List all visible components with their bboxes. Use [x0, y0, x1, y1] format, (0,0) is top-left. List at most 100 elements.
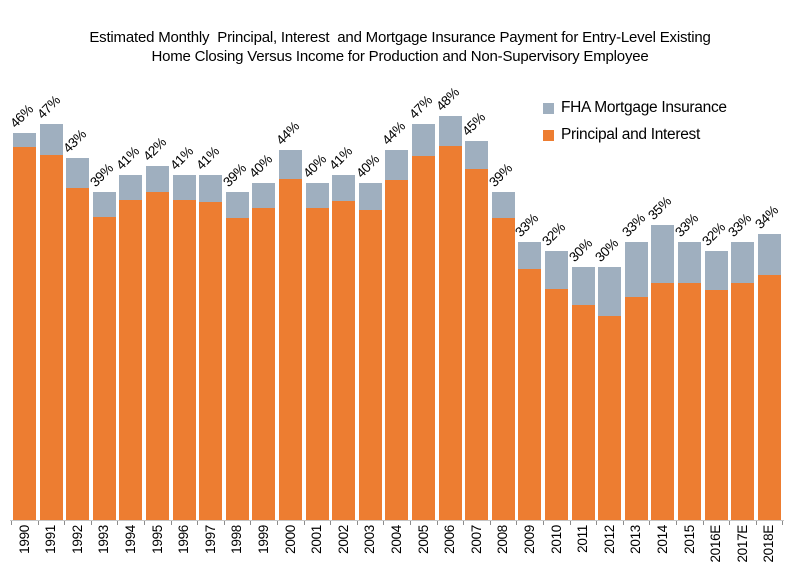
bar-2014-principal-and-interest — [651, 283, 675, 520]
bar-total-label-2005: 47% — [406, 92, 436, 122]
bar-1998-principal-and-interest — [225, 217, 249, 520]
x-axis-label-1996: 1996 — [176, 525, 192, 554]
bar-2001-principal-and-interest — [305, 207, 329, 520]
principal-and-interest-swatch-icon — [543, 129, 554, 141]
bar-total-label-2001: 40% — [299, 151, 329, 181]
bar-2010-fha-mortgage-insurance — [545, 250, 568, 290]
bar-2017E-principal-and-interest — [731, 283, 755, 520]
bar-total-label-2016E: 32% — [698, 219, 728, 249]
bar-1995-principal-and-interest — [146, 191, 169, 520]
x-axis-tick — [676, 521, 677, 525]
x-axis-tick — [755, 521, 757, 525]
legend-item-principal-and-interest: Principal and Interest — [543, 126, 727, 144]
bar-total-label-1992: 43% — [60, 126, 90, 156]
bar-1992-fha-mortgage-insurance — [66, 157, 90, 189]
x-axis-label-2010: 2010 — [548, 525, 564, 554]
x-axis-tick — [463, 521, 465, 525]
bar-2016E-fha-mortgage-insurance — [704, 250, 728, 291]
x-axis-tick — [516, 521, 518, 525]
bar-2006-fha-mortgage-insurance — [438, 115, 462, 147]
x-axis-tick — [383, 521, 385, 525]
x-axis-tick — [330, 521, 332, 525]
bar-2009-fha-mortgage-insurance — [518, 242, 542, 270]
x-axis-label-1993: 1993 — [96, 525, 112, 554]
bar-1990-principal-and-interest — [13, 146, 36, 520]
x-axis-tick — [543, 521, 544, 525]
bar-2011-fha-mortgage-insurance — [571, 267, 595, 306]
bar-total-label-2004: 44% — [379, 118, 409, 148]
x-axis-tick — [197, 521, 199, 525]
x-axis-tick — [64, 521, 66, 525]
x-axis-tick — [170, 521, 172, 525]
bar-total-label-1990: 46% — [7, 101, 37, 131]
x-axis-tick — [277, 521, 278, 525]
x-axis-label-1994: 1994 — [122, 525, 138, 554]
bar-2004-fha-mortgage-insurance — [385, 149, 409, 180]
x-axis-label-2015: 2015 — [681, 525, 697, 554]
bar-total-label-2006: 48% — [432, 84, 462, 114]
bar-1992-principal-and-interest — [66, 188, 90, 520]
x-axis-label-2000: 2000 — [282, 525, 298, 554]
bar-total-label-1998: 39% — [219, 160, 249, 190]
legend: FHA Mortgage Insurance Principal and Int… — [543, 99, 727, 153]
bar-2017E-fha-mortgage-insurance — [731, 242, 755, 284]
bar-total-label-1996: 41% — [166, 143, 196, 173]
x-axis-label-1999: 1999 — [255, 525, 271, 554]
bar-total-label-2008: 39% — [485, 160, 515, 190]
bar-total-label-2002: 41% — [326, 143, 356, 173]
bar-total-label-2015: 33% — [672, 210, 702, 240]
chart-title: Estimated Monthly Principal, Interest an… — [0, 28, 800, 66]
legend-label-fha: FHA Mortgage Insurance — [561, 99, 727, 116]
x-axis-label-2011: 2011 — [575, 525, 591, 553]
x-axis-label-2002: 2002 — [335, 525, 351, 554]
x-axis-label-1998: 1998 — [229, 525, 245, 554]
bar-2012-fha-mortgage-insurance — [598, 267, 622, 317]
x-axis-tick — [729, 521, 731, 525]
bar-1998-fha-mortgage-insurance — [225, 191, 249, 218]
x-axis-tick — [436, 521, 438, 525]
bar-1993-principal-and-interest — [92, 216, 116, 520]
x-axis-tick — [223, 521, 225, 525]
bar-total-label-2012: 30% — [592, 236, 622, 266]
x-axis-tick — [782, 521, 784, 525]
x-axis-label-2016E: 2016E — [708, 525, 724, 563]
bar-2013-principal-and-interest — [624, 296, 648, 520]
bar-2003-principal-and-interest — [358, 210, 382, 520]
x-axis-label-1991: 1991 — [43, 525, 59, 554]
bar-2008-principal-and-interest — [491, 217, 515, 520]
x-axis-tick — [649, 521, 651, 525]
bar-1997-principal-and-interest — [199, 201, 223, 520]
bar-2012-principal-and-interest — [598, 316, 622, 520]
x-axis-label-2007: 2007 — [468, 525, 484, 554]
x-axis-tick — [11, 521, 12, 525]
x-axis-tick — [569, 521, 571, 525]
bar-total-label-2000: 44% — [273, 118, 303, 148]
bar-2007-principal-and-interest — [465, 168, 489, 520]
x-axis-tick — [356, 521, 358, 525]
x-axis-label-2001: 2001 — [309, 525, 325, 554]
bar-1999-fha-mortgage-insurance — [252, 183, 276, 209]
x-axis-label-2012: 2012 — [601, 525, 617, 554]
bar-2008-fha-mortgage-insurance — [491, 191, 515, 218]
bar-1997-fha-mortgage-insurance — [199, 174, 223, 202]
bar-total-label-1991: 47% — [33, 92, 63, 122]
x-axis-label-1992: 1992 — [69, 525, 85, 554]
x-axis-tick — [622, 521, 624, 525]
x-axis-label-2009: 2009 — [521, 525, 537, 554]
bar-total-label-2014: 35% — [645, 193, 675, 224]
x-axis-label-1995: 1995 — [149, 525, 165, 554]
x-axis-label-2017E: 2017E — [734, 525, 750, 563]
bar-2015-fha-mortgage-insurance — [678, 242, 701, 284]
bar-2000-principal-and-interest — [279, 178, 302, 520]
bar-1991-principal-and-interest — [39, 154, 63, 520]
x-axis-label-2005: 2005 — [415, 525, 431, 554]
bar-total-label-1994: 41% — [113, 143, 143, 173]
x-axis-label-2013: 2013 — [628, 525, 644, 554]
bar-1994-principal-and-interest — [119, 200, 143, 520]
x-axis-label-2014: 2014 — [654, 525, 670, 554]
bar-2013-fha-mortgage-insurance — [624, 242, 648, 297]
x-axis-label-2006: 2006 — [442, 525, 458, 554]
x-axis-tick — [90, 521, 92, 525]
